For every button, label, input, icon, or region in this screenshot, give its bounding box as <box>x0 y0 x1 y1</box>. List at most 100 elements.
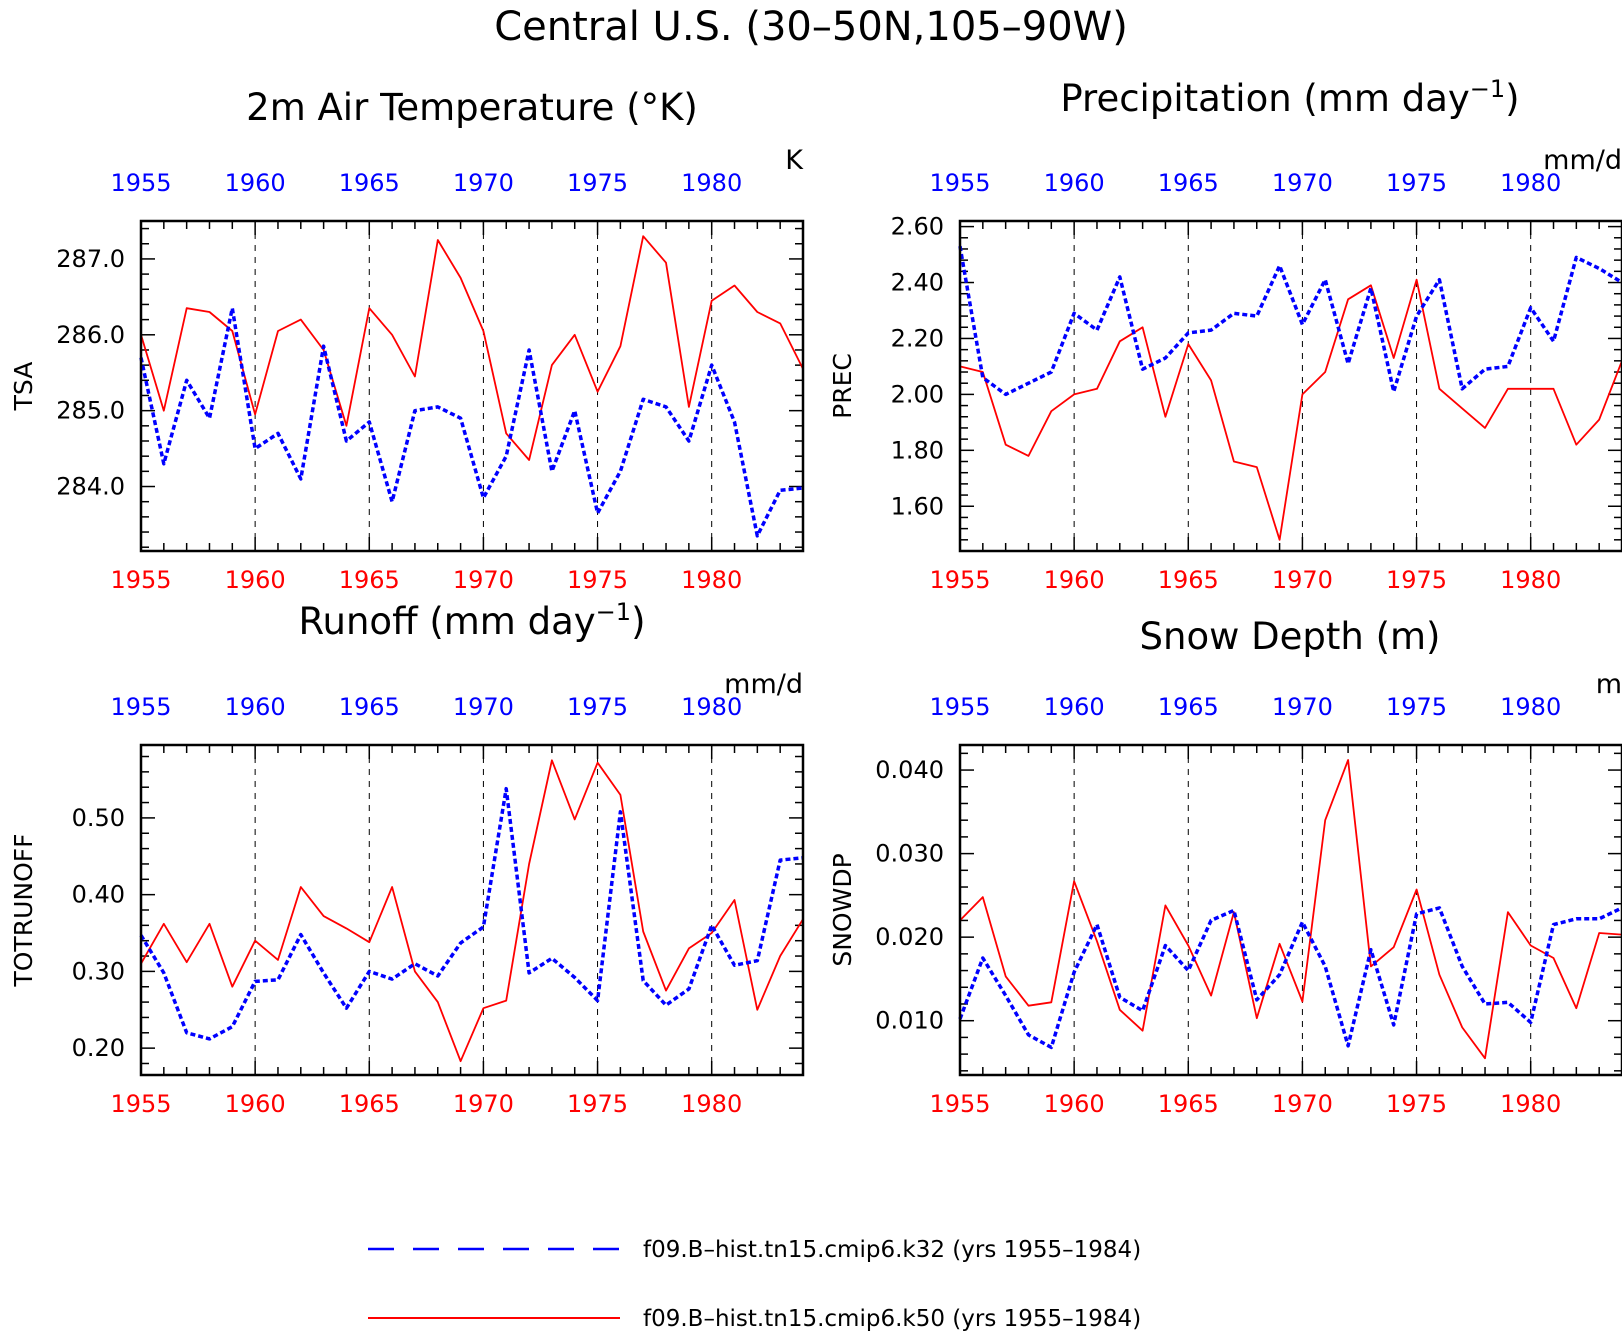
x-tick-label-top: 1960 <box>1044 693 1105 721</box>
y-tick-label: 0.20 <box>72 1034 125 1062</box>
units-label: mm/d <box>1543 145 1622 176</box>
x-tick-label-bottom: 1965 <box>339 566 400 594</box>
series-line-k32 <box>958 245 1622 397</box>
series-line-k50 <box>959 278 1622 541</box>
y-tick-label: 2.60 <box>891 213 944 241</box>
x-tick-label-top: 1980 <box>1500 169 1561 197</box>
y-axis-label: TOTRUNOFF <box>9 833 38 987</box>
x-tick-label-top: 1980 <box>681 169 742 197</box>
panel-totrunoff: Runoff (mm day−1) mm/d 0.20 0.30 0.40 0.50 195… <box>9 598 805 1118</box>
x-tick-label-bottom: 1980 <box>681 1090 742 1118</box>
panel-title: Precipitation (mm day−1) <box>1060 75 1519 120</box>
y-tick-label: 1.80 <box>891 436 944 464</box>
x-tick-label-top: 1970 <box>453 693 514 721</box>
series-line-k50 <box>959 759 1622 1060</box>
x-tick-label-bottom: 1960 <box>1044 1090 1105 1118</box>
x-tick-label-bottom: 1965 <box>1158 566 1219 594</box>
x-tick-label-bottom: 1960 <box>225 566 286 594</box>
x-tick-label-top: 1965 <box>339 693 400 721</box>
x-tick-label-top: 1955 <box>110 693 171 721</box>
panel-tsa: 2m Air Temperature (°K) K 284.0 285.0 286.0 2… <box>9 86 804 594</box>
y-tick-label: 0.30 <box>72 957 125 985</box>
x-tick-label-bottom: 1960 <box>1044 566 1105 594</box>
x-tick-label-bottom: 1960 <box>225 1090 286 1118</box>
y-tick-label: 2.40 <box>891 269 944 297</box>
x-tick-label-bottom: 1970 <box>1272 1090 1333 1118</box>
x-tick-label-bottom: 1975 <box>1386 566 1447 594</box>
panel-title: Snow Depth (m) <box>1140 615 1441 658</box>
x-tick-label-top: 1970 <box>1272 169 1333 197</box>
y-tick-label: 2.20 <box>891 324 944 352</box>
y-tick-label: 0.040 <box>875 756 944 784</box>
y-tick-label: 285.0 <box>56 397 125 425</box>
y-axis-label: TSA <box>9 362 38 412</box>
x-tick-label-bottom: 1955 <box>929 566 990 594</box>
x-tick-label-top: 1955 <box>929 693 990 721</box>
y-tick-label: 1.60 <box>891 492 944 520</box>
x-tick-label-bottom: 1955 <box>110 566 171 594</box>
x-tick-label-top: 1975 <box>567 169 628 197</box>
units-label: K <box>785 145 804 176</box>
plot-frame <box>958 743 1622 1077</box>
y-tick-label: 286.0 <box>56 321 125 349</box>
x-tick-label-top: 1970 <box>1272 693 1333 721</box>
y-tick-label: 0.020 <box>875 923 944 951</box>
panels: 2m Air Temperature (°K) K 284.0 285.0 286.0 2… <box>9 75 1622 1118</box>
x-tick-label-bottom: 1975 <box>567 566 628 594</box>
y-tick-label: 0.030 <box>875 840 944 868</box>
main-title: Central U.S. (30–50N,105–90W) <box>494 4 1128 50</box>
x-tick-label-bottom: 1955 <box>110 1090 171 1118</box>
x-tick-label-bottom: 1980 <box>681 566 742 594</box>
x-tick-label-top: 1965 <box>1158 169 1219 197</box>
units-label: m <box>1596 669 1622 700</box>
x-tick-label-top: 1975 <box>1386 693 1447 721</box>
y-tick-label: 2.00 <box>891 380 944 408</box>
series-line-k50 <box>140 235 804 461</box>
units-label: mm/d <box>724 669 803 700</box>
x-tick-label-bottom: 1980 <box>1500 566 1561 594</box>
series-line-k32 <box>139 306 804 538</box>
panel-title: 2m Air Temperature (°K) <box>246 86 698 129</box>
y-axis-label: SNOWDP <box>828 853 857 966</box>
x-tick-label-top: 1970 <box>453 169 514 197</box>
x-tick-label-top: 1965 <box>1158 693 1219 721</box>
x-tick-label-top: 1960 <box>225 693 286 721</box>
x-tick-label-bottom: 1970 <box>1272 566 1333 594</box>
plot-frame <box>139 743 805 1077</box>
x-tick-label-bottom: 1965 <box>339 1090 400 1118</box>
x-tick-label-top: 1955 <box>110 169 171 197</box>
y-tick-label: 287.0 <box>56 245 125 273</box>
y-tick-label: 0.50 <box>72 804 125 832</box>
y-tick-label: 0.010 <box>875 1007 944 1035</box>
x-tick-label-bottom: 1970 <box>453 1090 514 1118</box>
panel-title: Runoff (mm day−1) <box>298 598 645 643</box>
series-line-k50 <box>140 759 804 1063</box>
legend: f09.B–hist.tn15.cmip6.k32 (yrs 1955–1984… <box>368 1237 1141 1332</box>
x-tick-label-top: 1965 <box>339 169 400 197</box>
x-tick-label-bottom: 1965 <box>1158 1090 1219 1118</box>
x-tick-label-top: 1980 <box>1500 693 1561 721</box>
plot-frame <box>139 219 805 553</box>
legend-label-k32: f09.B–hist.tn15.cmip6.k32 (yrs 1955–1984… <box>643 1237 1141 1263</box>
x-tick-label-top: 1975 <box>1386 169 1447 197</box>
plot-frame <box>958 219 1622 553</box>
x-tick-label-top: 1960 <box>225 169 286 197</box>
panel-snowdp: Snow Depth (m) m 0.010 0.020 0.030 0.040 1955 1… <box>828 615 1622 1118</box>
panel-prec: Precipitation (mm day−1) mm/d 1.60 1.80 2.00… <box>828 75 1622 594</box>
series-line-k32 <box>139 786 804 1041</box>
x-tick-label-top: 1955 <box>929 169 990 197</box>
x-tick-label-bottom: 1955 <box>929 1090 990 1118</box>
legend-label-k50: f09.B–hist.tn15.cmip6.k50 (yrs 1955–1984… <box>643 1306 1141 1332</box>
series-line-k32 <box>958 906 1622 1050</box>
x-tick-label-bottom: 1980 <box>1500 1090 1561 1118</box>
x-tick-label-top: 1960 <box>1044 169 1105 197</box>
x-tick-label-top: 1975 <box>567 693 628 721</box>
y-axis-label: PREC <box>828 353 857 419</box>
x-tick-label-top: 1980 <box>681 693 742 721</box>
y-tick-label: 284.0 <box>56 473 125 501</box>
x-tick-label-bottom: 1970 <box>453 566 514 594</box>
x-tick-label-bottom: 1975 <box>1386 1090 1447 1118</box>
y-tick-label: 0.40 <box>72 881 125 909</box>
x-tick-label-bottom: 1975 <box>567 1090 628 1118</box>
